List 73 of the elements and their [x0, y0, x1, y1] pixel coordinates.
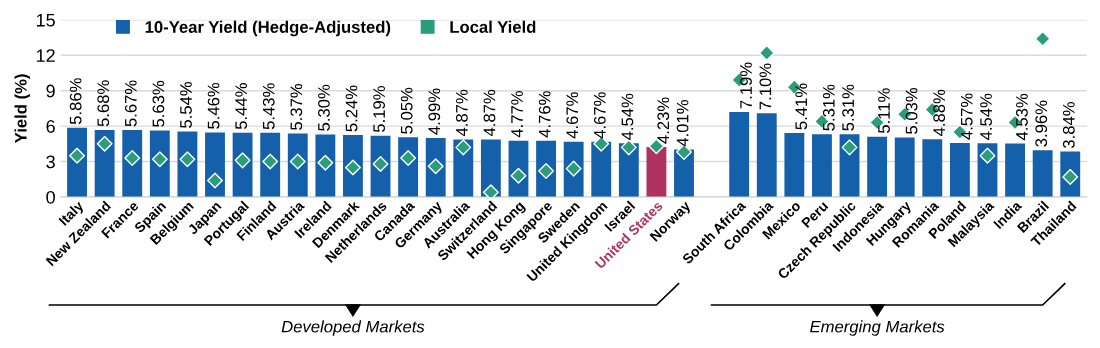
point [455, 139, 472, 156]
text: Developed Markets [281, 320, 425, 336]
y-tick-label: 15 [36, 13, 55, 27]
data-label: 5.37% [290, 83, 303, 130]
data-label: 5.43% [262, 83, 275, 130]
data-label: 4.67% [566, 92, 579, 139]
bar [784, 133, 805, 197]
data-label: 3.96% [1035, 100, 1048, 147]
y-tick-label: 0 [46, 190, 55, 204]
bar [949, 143, 970, 197]
point [841, 139, 858, 156]
point [400, 150, 417, 166]
data-label: 5.63% [152, 80, 165, 127]
data-label: 4.01% [676, 100, 689, 147]
data-label: 5.44% [235, 83, 248, 130]
text: Emerging Markets [810, 320, 945, 336]
data-label: 3.84% [1062, 102, 1075, 149]
bar [729, 112, 750, 197]
data-label: 4.77% [511, 91, 523, 138]
bar [894, 137, 915, 197]
data-label: 4.88% [933, 89, 946, 137]
legend-label: 10-Year Yield (Hedge-Adjusted) [145, 20, 391, 37]
bar [812, 134, 832, 197]
legend-label: Local Yield [450, 20, 536, 33]
y-tick-label: 9 [46, 84, 55, 98]
bar [756, 113, 777, 197]
point [620, 139, 637, 156]
bar [646, 147, 667, 197]
bar [591, 141, 612, 197]
data-label: 5.41% [795, 83, 808, 130]
bar [1005, 143, 1025, 197]
y-tick-label: 12 [36, 49, 55, 62]
data-label: 5.68% [97, 80, 110, 127]
bar [867, 136, 888, 197]
data-label: 4.57% [960, 93, 973, 140]
data-label: 4.87% [483, 89, 496, 137]
data-label: 4.87% [455, 89, 468, 137]
y-axis-title: Yield (%) [14, 74, 30, 143]
data-label: 4.54% [621, 93, 634, 141]
data-label: 4.67% [593, 92, 606, 139]
data-label: 5.67% [124, 80, 137, 127]
data-label: 5.86% [69, 78, 82, 125]
point [758, 44, 775, 61]
point [482, 184, 499, 197]
data-label: 5.54% [180, 81, 192, 128]
bar [1032, 150, 1053, 197]
bar [67, 127, 87, 197]
data-label: 5.46% [207, 82, 220, 129]
y-tick-label: 6 [46, 120, 55, 133]
data-label: 5.24% [345, 85, 358, 132]
point [207, 172, 223, 189]
y-tick-label: 3 [46, 155, 55, 169]
data-label: 4.23% [657, 97, 670, 144]
data-label: 5.03% [905, 87, 918, 134]
data-label: 4.76% [538, 91, 551, 138]
data-label: 4.53% [1016, 93, 1028, 141]
data-label: 4.54% [980, 93, 992, 141]
data-label: 5.19% [373, 86, 385, 133]
data-label: 5.31% [822, 84, 835, 131]
bar [922, 139, 943, 197]
data-label: 5.30% [318, 84, 330, 131]
data-label: 7.10% [759, 63, 772, 110]
point [1034, 30, 1051, 47]
point [96, 135, 113, 152]
bar [205, 132, 225, 197]
bar [260, 132, 281, 197]
point [69, 147, 86, 164]
data-label: 5.31% [842, 84, 855, 131]
data-label: 5.05% [400, 87, 413, 134]
data-label: 5.11% [878, 88, 890, 134]
point [979, 147, 996, 164]
data-label: 7.19% [740, 62, 752, 109]
data-label: 4.99% [428, 88, 441, 135]
